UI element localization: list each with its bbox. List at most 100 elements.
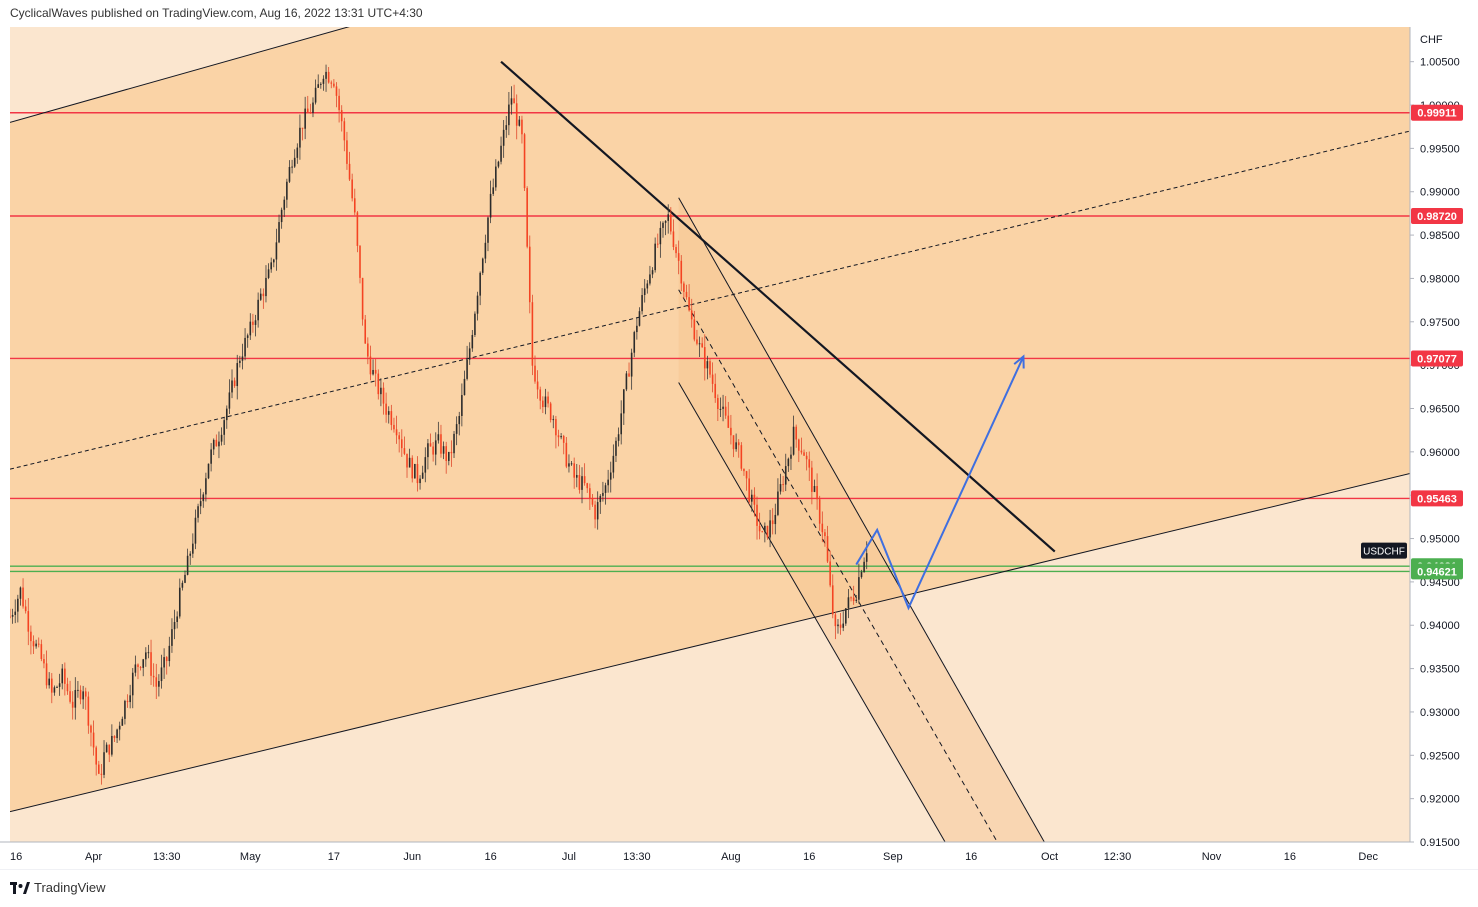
- candle: [257, 292, 259, 328]
- time-tick-label: Aug: [721, 851, 741, 863]
- candle: [244, 328, 246, 361]
- candle-body: [262, 293, 265, 297]
- candle-body: [724, 406, 727, 416]
- price-badge-0.98720: 0.98720: [1411, 208, 1463, 225]
- candle: [722, 394, 724, 422]
- candle-body: [296, 147, 299, 158]
- candle-body: [131, 672, 134, 696]
- candle: [184, 570, 186, 584]
- candle-body: [693, 319, 696, 340]
- candle: [654, 237, 656, 273]
- candle: [121, 716, 124, 726]
- candle: [173, 609, 176, 640]
- candle-body: [649, 274, 651, 284]
- candle-body: [90, 725, 92, 733]
- candle: [850, 596, 852, 602]
- candle: [137, 663, 139, 680]
- candle: [445, 441, 447, 474]
- candle-body: [515, 103, 518, 126]
- candle-body: [411, 457, 414, 479]
- candle: [259, 288, 262, 302]
- candle-body: [145, 652, 147, 660]
- candle: [811, 460, 813, 505]
- candle: [675, 244, 677, 258]
- candle: [236, 354, 239, 400]
- price-badge-bg: [1411, 350, 1463, 367]
- candle: [690, 298, 693, 328]
- candle-body: [249, 321, 252, 336]
- candle-body: [471, 334, 474, 349]
- candle: [118, 721, 121, 741]
- candle: [557, 429, 560, 447]
- candle-body: [834, 614, 837, 627]
- candle-body: [14, 611, 17, 615]
- candle-body: [150, 652, 152, 676]
- candle-body: [730, 427, 732, 436]
- candle-body: [860, 572, 863, 578]
- candle-body: [594, 504, 596, 520]
- candle-body: [737, 442, 740, 446]
- time-tick-label: Dec: [1358, 851, 1378, 863]
- candle-body: [280, 209, 283, 223]
- candle: [808, 451, 811, 481]
- candle: [604, 482, 607, 505]
- candle: [330, 80, 333, 89]
- candle-body: [659, 227, 662, 245]
- candle: [113, 735, 116, 742]
- candle: [252, 313, 254, 333]
- candle: [416, 456, 419, 492]
- candle-body: [651, 270, 654, 275]
- candle-body: [48, 678, 50, 686]
- time-tick-label: Jun: [403, 851, 421, 863]
- candle-body: [427, 443, 429, 458]
- candle-body: [74, 690, 77, 708]
- candle-body: [184, 574, 186, 583]
- candle-body: [858, 577, 860, 600]
- candle: [805, 451, 808, 471]
- candle-body: [690, 310, 693, 320]
- candle: [387, 406, 390, 424]
- candle-body: [463, 378, 466, 396]
- candle: [27, 598, 30, 646]
- candle: [424, 447, 427, 483]
- candle-body: [377, 373, 380, 395]
- candle-body: [121, 718, 124, 726]
- candle-body: [387, 411, 390, 415]
- candle-body: [534, 365, 536, 382]
- candle: [693, 310, 696, 342]
- candle: [442, 441, 445, 460]
- price-badge-0.99911: 0.99911: [1411, 104, 1463, 121]
- candle: [356, 210, 359, 253]
- candle-body: [774, 514, 777, 525]
- candle: [390, 404, 393, 431]
- candle: [87, 691, 90, 734]
- candle-body: [400, 439, 403, 449]
- candle: [813, 479, 816, 493]
- candle-body: [672, 231, 675, 248]
- candle: [549, 401, 552, 423]
- candle: [90, 724, 92, 747]
- candle: [764, 522, 766, 543]
- candle-body: [293, 157, 296, 167]
- candle-body: [607, 479, 609, 486]
- candle-body: [779, 484, 782, 492]
- candle-body: [831, 585, 834, 615]
- candle: [364, 314, 367, 344]
- candle: [471, 329, 474, 352]
- candle: [194, 509, 197, 550]
- candle: [58, 673, 61, 696]
- candle: [359, 244, 361, 284]
- candle-body: [351, 179, 353, 199]
- candle: [745, 470, 748, 491]
- candle-body: [625, 373, 628, 390]
- candle-body: [353, 198, 356, 213]
- candle: [202, 492, 205, 508]
- candle: [630, 348, 633, 390]
- usdchf-chart[interactable]: CHF1.005001.000000.995000.990000.985000.…: [0, 0, 1478, 870]
- candle-body: [432, 446, 434, 455]
- candle: [656, 233, 659, 249]
- candle-body: [510, 98, 513, 105]
- candle: [787, 457, 790, 472]
- candle: [727, 401, 730, 429]
- candle-body: [855, 599, 858, 601]
